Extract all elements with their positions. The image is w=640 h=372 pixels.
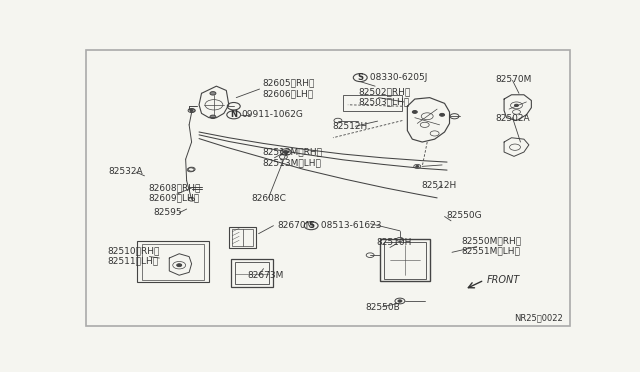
Text: S: S [308,221,314,230]
Circle shape [353,74,367,81]
Circle shape [177,264,182,267]
Text: 08513-61623: 08513-61623 [318,221,381,230]
Text: 82605〈RH〉
82606〈LH〉: 82605〈RH〉 82606〈LH〉 [262,78,315,98]
Text: 82512M〈RH〉
82513M〈LH〉: 82512M〈RH〉 82513M〈LH〉 [262,148,323,167]
Text: 82595: 82595 [154,208,182,217]
Text: 82608〈RH〉
82609〈LH〉: 82608〈RH〉 82609〈LH〉 [148,183,201,203]
Circle shape [210,115,216,119]
Circle shape [284,151,289,154]
Circle shape [412,110,417,113]
Circle shape [416,166,419,167]
Circle shape [210,92,216,95]
Text: 82512H: 82512H [421,181,456,190]
Text: 82532A: 82532A [109,167,143,176]
Circle shape [190,110,193,111]
Text: 82550G: 82550G [446,211,482,221]
Text: FRONT: FRONT [486,275,520,285]
Text: 82502A: 82502A [495,114,531,123]
Text: 82512H: 82512H [332,122,367,131]
Text: N: N [230,110,237,119]
Bar [384,242,426,279]
Text: 82510〈RH〉
82511〈LH〉: 82510〈RH〉 82511〈LH〉 [108,246,159,266]
Text: 08330-6205J: 08330-6205J [367,73,427,82]
Circle shape [227,111,241,119]
Bar [142,244,204,279]
Text: NR25〈0022: NR25〈0022 [514,314,563,323]
Text: 82510H: 82510H [376,238,412,247]
Bar [231,260,273,287]
Circle shape [515,104,518,106]
Text: 82673M: 82673M [248,271,284,280]
Bar [229,227,256,248]
Bar [343,95,403,110]
Circle shape [440,113,445,116]
Circle shape [304,222,318,230]
Text: 09911-1062G: 09911-1062G [241,110,303,119]
Bar [232,228,253,246]
Bar [380,240,429,281]
Bar [236,262,269,284]
Text: 82502〈RH〉
82503〈LH〉: 82502〈RH〉 82503〈LH〉 [359,87,411,106]
Bar [137,241,209,282]
Text: 82670M: 82670M [277,221,314,230]
Text: 82570M: 82570M [495,75,532,84]
Text: 82550B: 82550B [365,303,400,312]
Text: 82550M〈RH〉
82551M〈LH〉: 82550M〈RH〉 82551M〈LH〉 [461,236,521,256]
Circle shape [398,300,402,302]
Text: 82608C: 82608C [251,194,286,203]
Text: S: S [357,73,364,82]
